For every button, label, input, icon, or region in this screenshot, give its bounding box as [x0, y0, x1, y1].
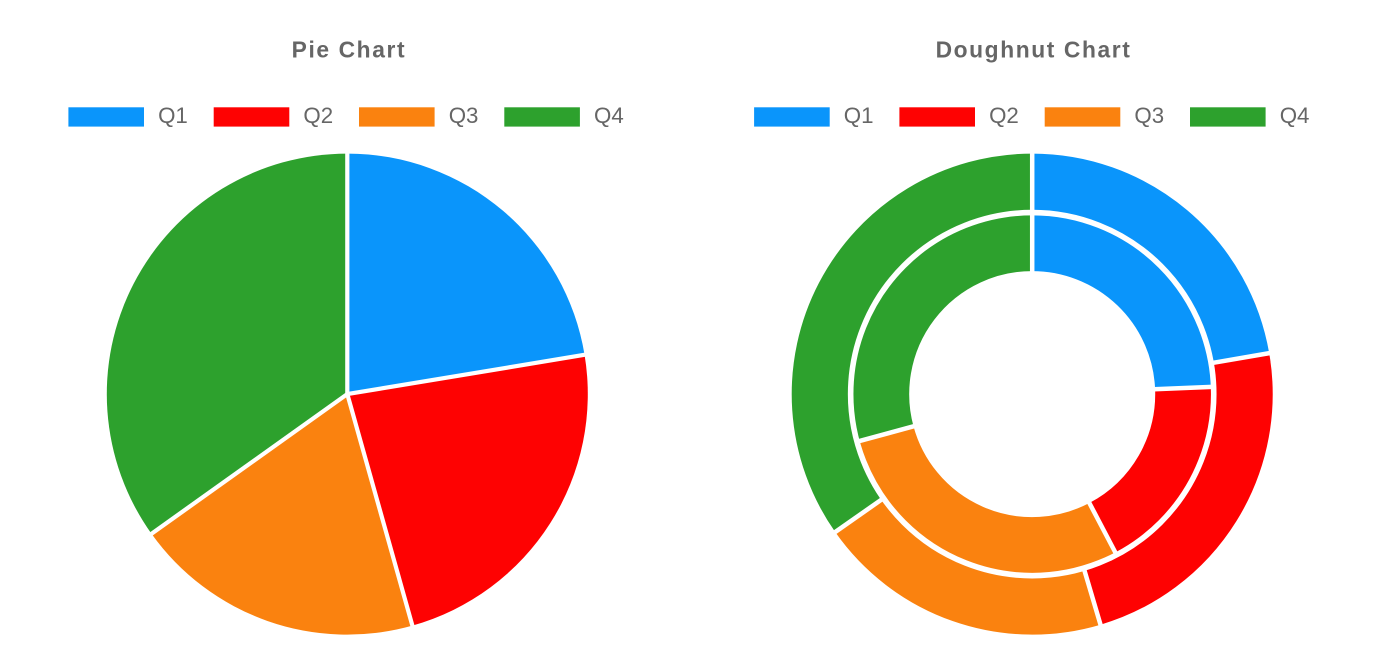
svg-text:Q2: Q2 [303, 103, 333, 128]
svg-text:Q2: Q2 [989, 103, 1019, 128]
svg-text:Pie Chart: Pie Chart [292, 36, 406, 62]
svg-text:Q4: Q4 [1280, 103, 1310, 128]
svg-text:Q4: Q4 [594, 103, 624, 128]
svg-text:Q3: Q3 [1134, 103, 1164, 128]
svg-text:Q1: Q1 [844, 103, 874, 128]
svg-text:Q1: Q1 [158, 103, 188, 128]
svg-text:Q3: Q3 [449, 103, 479, 128]
svg-text:Doughnut Chart: Doughnut Chart [936, 36, 1132, 62]
